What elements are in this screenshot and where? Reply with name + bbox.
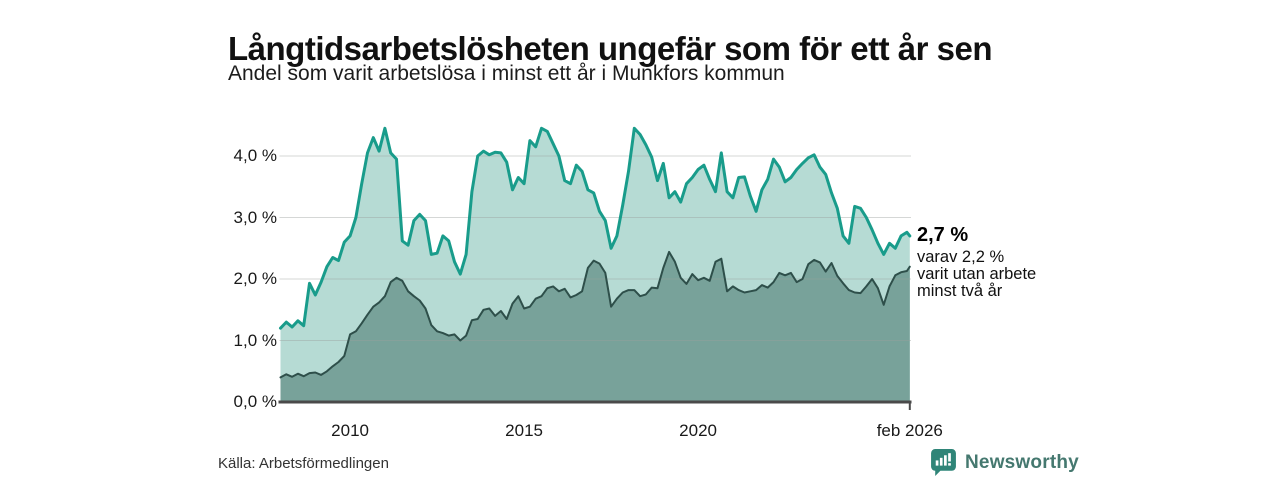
x-axis-label: 2010 — [331, 421, 369, 440]
newsworthy-logo: Newsworthy — [930, 448, 1079, 477]
series-min-2yr-line — [279, 250, 911, 379]
source-note: Källa: Arbetsförmedlingen — [218, 455, 389, 472]
annotation-line-1: varav 2,2 % — [917, 248, 1005, 266]
newsworthy-logo-icon — [931, 449, 956, 476]
y-axis-label: 3,0 % — [233, 207, 277, 227]
x-axis-label: 2020 — [679, 421, 717, 440]
y-axis-label: 1,0 % — [233, 330, 277, 350]
annotation-line-2: varit utan arbete — [917, 265, 1037, 283]
chart-title: Långtidsarbetslösheten ungefär som för e… — [228, 30, 993, 68]
y-axis-label: 0,0 % — [233, 392, 277, 411]
x-axis-label: feb 2026 — [876, 421, 943, 440]
latest-value-label: 2,7 % — [917, 224, 969, 246]
annotation-line-3: minst två år — [917, 282, 1003, 300]
y-axis-label: 2,0 % — [233, 269, 277, 288]
series-min-1yr-line — [279, 126, 912, 330]
newsworthy-logo-text: Newsworthy — [965, 451, 1079, 473]
x-axis-label: 2015 — [505, 421, 543, 440]
chart-subtitle: Andel som varit arbetslösa i minst ett å… — [228, 62, 785, 85]
latest-value-annotation: 2,7 % varav 2,2 % varit utan arbete mins… — [917, 223, 1067, 300]
y-axis-label: 4,0 % — [233, 146, 277, 165]
series-min-2yr-area — [280, 251, 910, 402]
